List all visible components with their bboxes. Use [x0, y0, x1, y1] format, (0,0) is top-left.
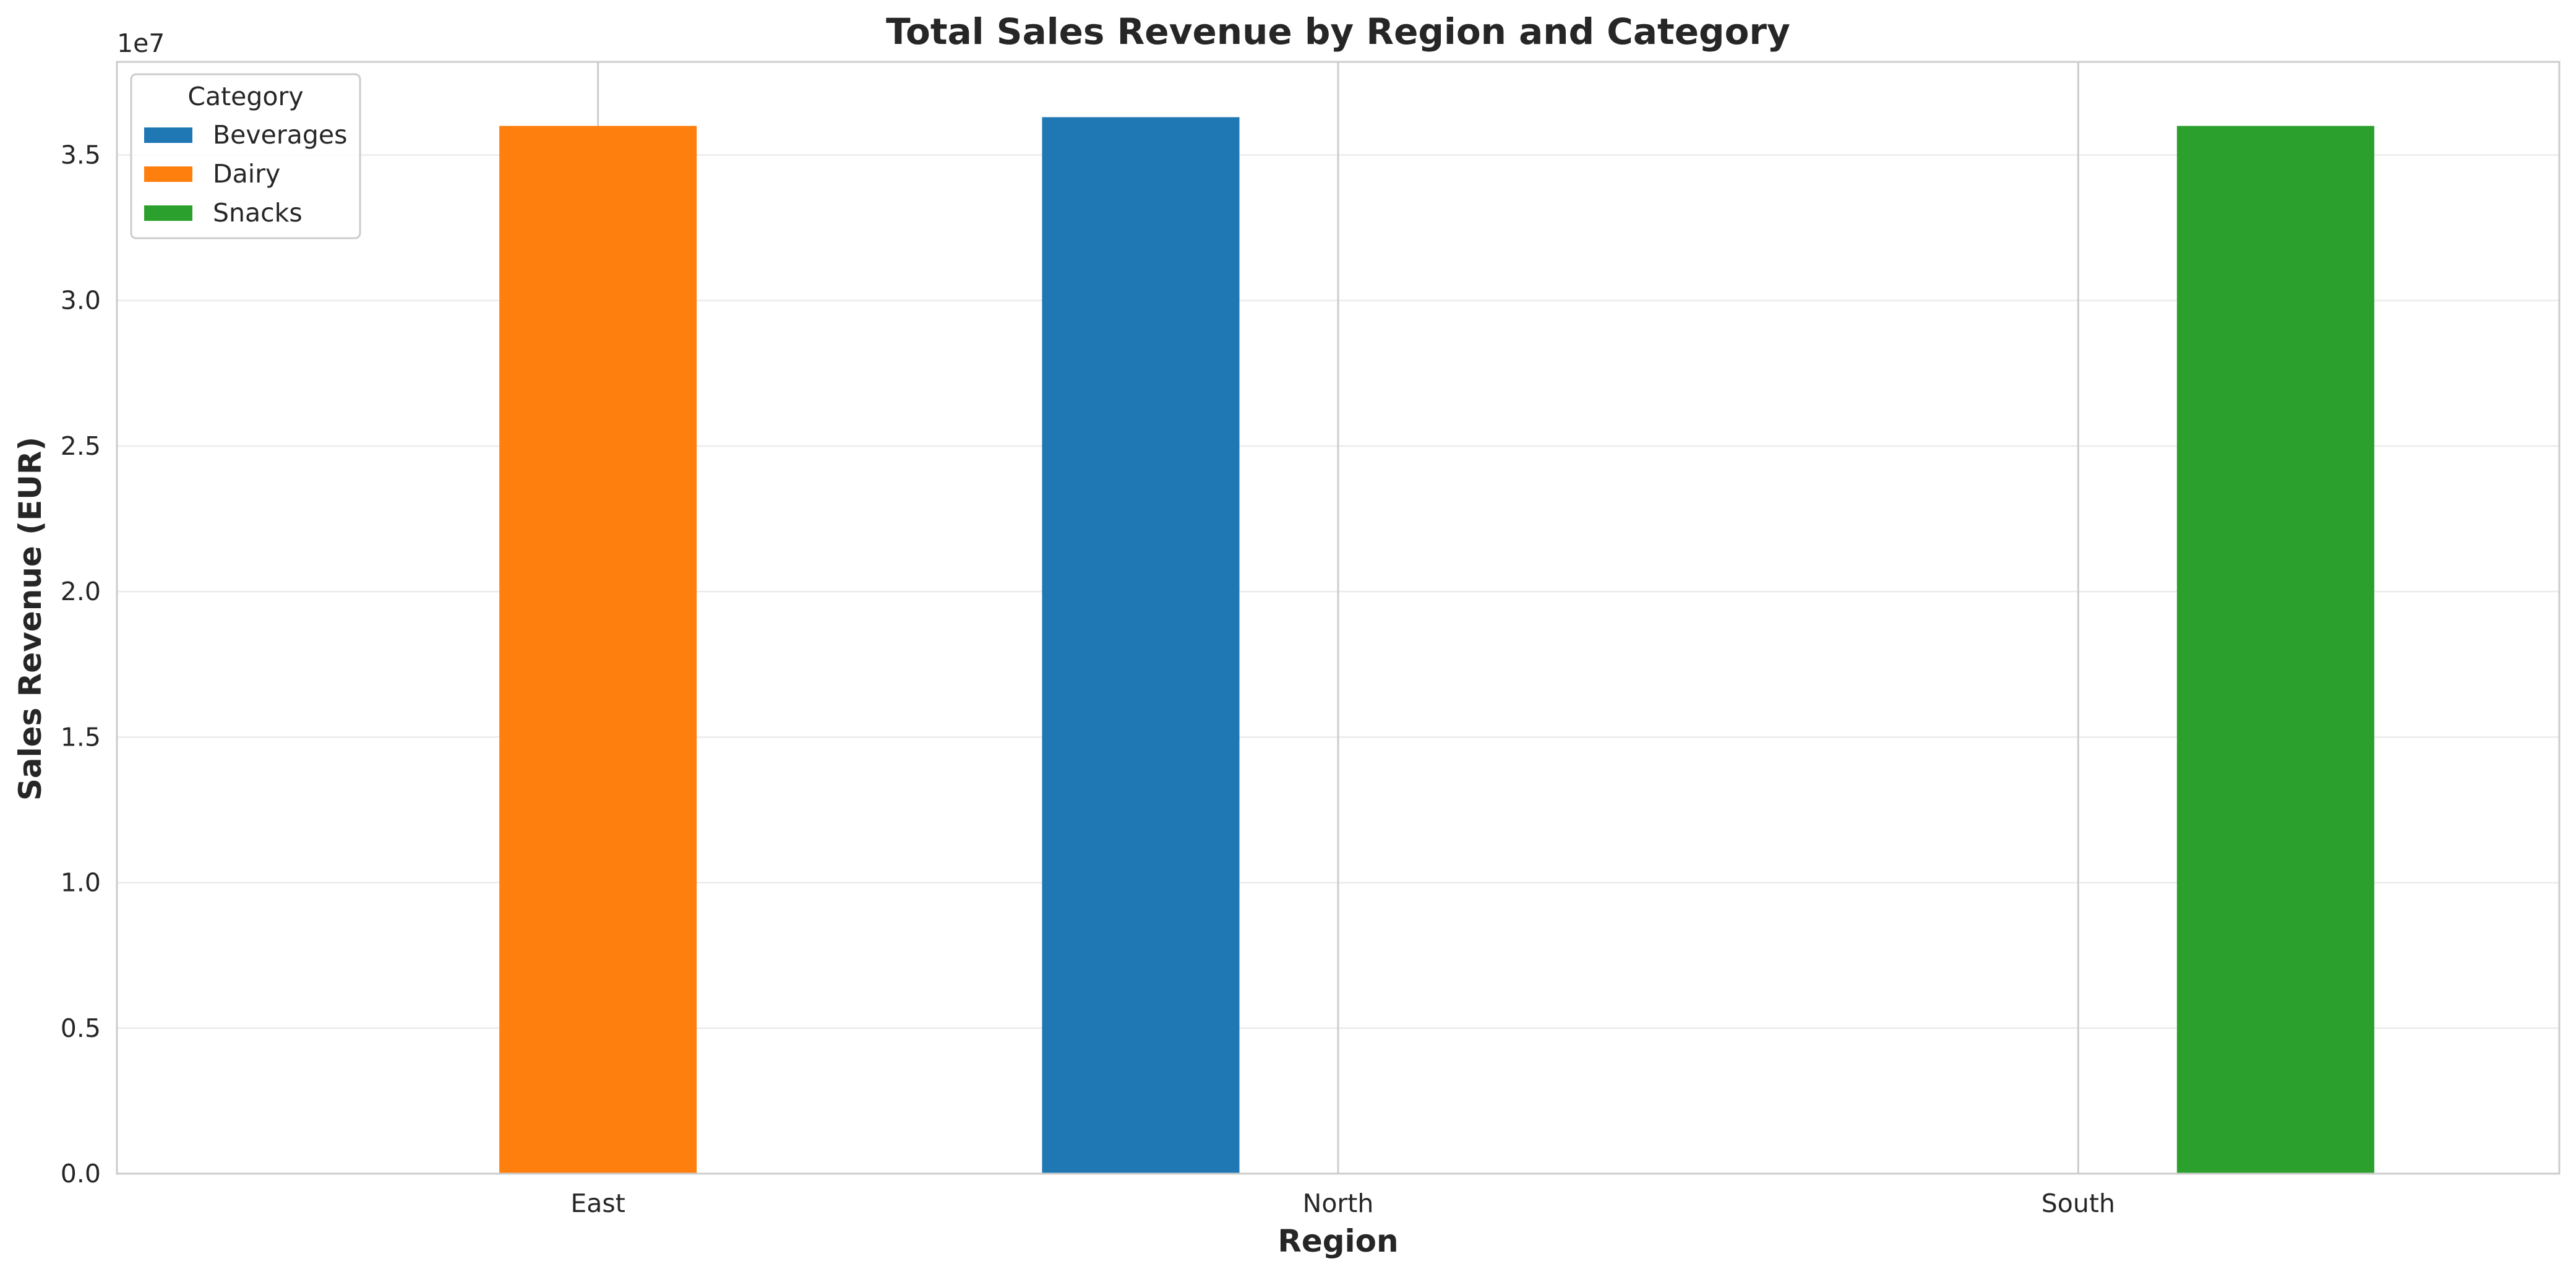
- plot-frame: [116, 61, 2561, 1175]
- legend-swatch-snacks: [144, 205, 192, 221]
- y-tick-label: 3.5: [61, 140, 101, 170]
- tick-labels: 0.0 0.5 1.0 1.5 2.0 2.5 3.0 3.5 East North South: [61, 140, 2115, 1218]
- y-tick-label: 2.5: [61, 431, 101, 461]
- x-tick-label: East: [570, 1189, 625, 1218]
- y-axis-label: Sales Revenue (EUR): [12, 437, 48, 801]
- y-tick-label: 0.5: [61, 1013, 101, 1043]
- y-offset-label: 1e7: [117, 28, 165, 58]
- legend-label-beverages: Beverages: [213, 120, 347, 150]
- bars: [499, 117, 2374, 1174]
- legend-label-snacks: Snacks: [213, 198, 303, 228]
- x-axis-label: Region: [1277, 1223, 1398, 1259]
- legend-label-dairy: Dairy: [213, 159, 280, 189]
- chart-title: Total Sales Revenue by Region and Catego…: [886, 11, 1790, 53]
- y-tick-label: 1.0: [61, 868, 101, 898]
- bar-snacks-south: [2176, 126, 2374, 1174]
- y-tick-label: 2.0: [61, 577, 101, 606]
- legend: Category Beverages Dairy Snacks: [130, 73, 361, 239]
- legend-items: Beverages Dairy Snacks: [144, 120, 347, 228]
- y-tick-label: 3.0: [61, 286, 101, 316]
- legend-swatch-dairy: [144, 166, 192, 182]
- x-tick-label: South: [2041, 1189, 2115, 1218]
- legend-swatch-beverages: [144, 127, 192, 143]
- y-tick-label: 0.0: [61, 1159, 101, 1189]
- legend-title: Category: [187, 82, 303, 111]
- legend-box: [130, 73, 361, 239]
- y-tick-label: 1.5: [61, 722, 101, 752]
- bar-dairy-east: [499, 126, 697, 1174]
- bar-beverages-north: [1042, 117, 1240, 1174]
- x-tick-label: North: [1303, 1189, 1374, 1218]
